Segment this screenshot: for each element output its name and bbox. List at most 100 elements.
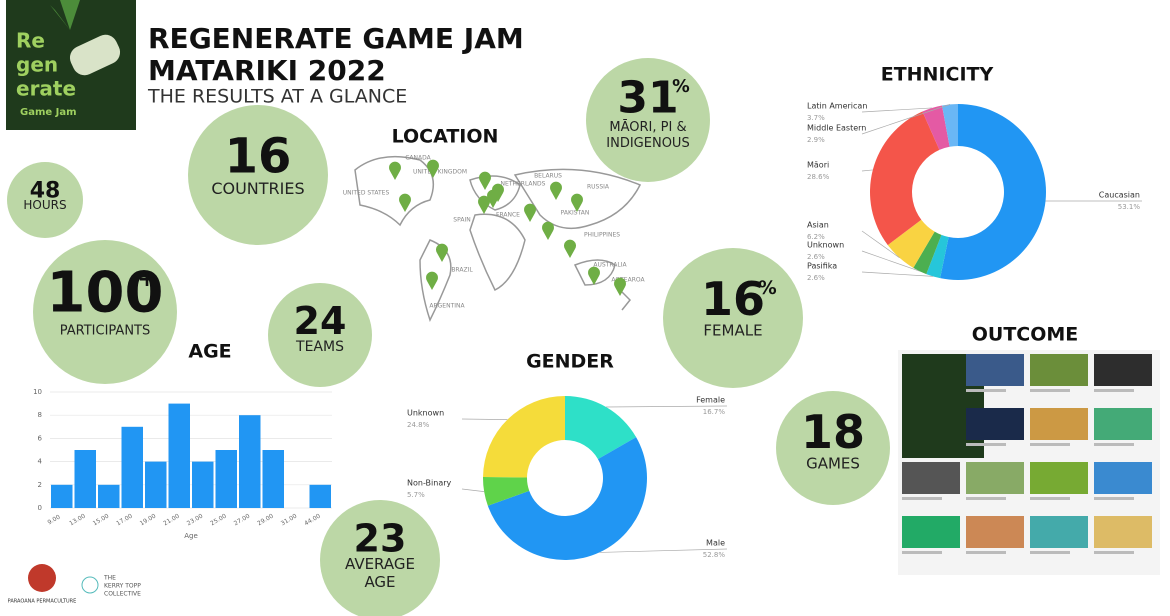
stat-suffix: % — [672, 77, 690, 97]
map-pin — [524, 203, 536, 222]
y-tick-label: 6 — [38, 434, 43, 442]
game-thumbnail — [1030, 462, 1088, 494]
map-pin — [399, 193, 411, 212]
stat-value: 23 — [354, 516, 407, 560]
slice-label: Māori — [807, 161, 829, 170]
game-caption — [902, 551, 942, 554]
country-label: UNITED STATES — [343, 190, 390, 197]
partner-name: KERRY TOPP — [104, 583, 141, 590]
slice-value: 6.2% — [807, 233, 825, 241]
country-label: AOTEAROA — [611, 277, 645, 284]
bar — [192, 461, 214, 508]
slice-label: Caucasian — [1099, 191, 1140, 200]
bar — [309, 484, 331, 508]
country-label: PAKISTAN — [561, 210, 590, 217]
stat-suffix: % — [758, 278, 776, 299]
slice-value: 2.9% — [807, 136, 825, 144]
y-tick-label: 0 — [38, 504, 42, 512]
pie-slice — [483, 396, 565, 478]
pie-slice — [913, 231, 942, 275]
game-thumbnail — [966, 408, 1024, 440]
logo-tagline: Game Jam — [20, 107, 77, 118]
slice-value: 2.6% — [807, 274, 825, 282]
map-pin — [436, 243, 448, 262]
slice-value: 5.7% — [407, 491, 425, 499]
leader-line — [861, 250, 920, 272]
pie-slice — [940, 104, 1047, 280]
logo-text: Re — [16, 29, 45, 53]
country-label: RUSSIA — [587, 184, 610, 191]
game-caption — [1094, 389, 1134, 392]
slice-value: 3.7% — [807, 114, 825, 122]
stat-value: 100 — [47, 260, 164, 325]
slice-label: Latin American — [807, 102, 867, 111]
country-label: BELARUS — [534, 173, 562, 180]
game-thumbnail — [902, 516, 960, 548]
footer-logos: PARAOANA PERMACULTURE THE KERRY TOPP COL… — [8, 564, 141, 605]
bar — [215, 450, 237, 508]
pie-slice — [869, 111, 940, 246]
game-thumbnail — [1094, 408, 1152, 440]
map-pin — [550, 181, 563, 200]
slice-value: 52.8% — [703, 551, 726, 559]
bar — [168, 403, 190, 508]
partner-name: COLLECTIVE — [104, 591, 141, 598]
stat-value: 18 — [801, 405, 865, 459]
game-caption — [966, 551, 1006, 554]
y-tick-label: 10 — [33, 388, 42, 396]
game-caption — [1094, 443, 1134, 446]
slice-label: Non-Binary — [407, 479, 452, 488]
map-pin — [564, 239, 576, 258]
game-thumbnail — [1030, 408, 1088, 440]
bar — [51, 484, 73, 508]
slice-label: Unknown — [407, 409, 444, 418]
y-tick-label: 2 — [38, 481, 42, 489]
country-label: BRAZIL — [451, 267, 473, 274]
game-thumbnail — [902, 462, 960, 494]
game-caption — [1030, 551, 1070, 554]
partner-logo — [28, 564, 56, 592]
map-pin — [588, 266, 600, 285]
x-axis-label: Age — [184, 532, 198, 540]
pie-slice — [487, 437, 647, 561]
stat-label: HOURS — [23, 198, 66, 212]
slice-value: 28.6% — [807, 173, 830, 181]
section-title: AGE — [188, 341, 231, 363]
section-title: GENDER — [526, 351, 614, 373]
map-south-america — [419, 239, 452, 322]
section-title: OUTCOME — [972, 324, 1079, 346]
slice-label: Asian — [807, 221, 829, 230]
y-tick-label: 4 — [38, 458, 43, 466]
stat-bubble — [33, 240, 177, 384]
pie-slice — [926, 234, 949, 279]
logo: Re gen erate Game Jam — [6, 0, 136, 130]
bar — [121, 426, 143, 508]
game-caption — [1030, 389, 1070, 392]
country-label: ARGENTINA — [429, 303, 465, 310]
game-caption — [966, 389, 1006, 392]
stat-label: COUNTRIES — [211, 179, 304, 198]
stat-value: 16 — [225, 129, 292, 185]
stat-bubble — [586, 58, 710, 182]
country-label: UNITED KINGDOM — [413, 169, 467, 176]
map-asia — [513, 168, 642, 230]
bar — [262, 450, 284, 508]
country-label: SPAIN — [453, 217, 470, 224]
bar — [145, 461, 167, 508]
leader-line — [461, 488, 485, 492]
world-map — [354, 155, 642, 322]
game-caption — [1094, 551, 1134, 554]
game-caption — [1030, 443, 1070, 446]
pie-slice — [565, 396, 637, 460]
game-caption — [966, 443, 1006, 446]
map-pin — [427, 159, 439, 178]
logo-text: erate — [16, 77, 76, 101]
stat-label: INDIGENOUS — [606, 136, 689, 151]
subtitle: THE RESULTS AT A GLANCE — [147, 86, 407, 108]
leader-line — [606, 405, 728, 408]
slice-label: Female — [696, 396, 725, 405]
game-thumbnail — [1030, 354, 1088, 386]
stat-bubble — [7, 162, 83, 238]
